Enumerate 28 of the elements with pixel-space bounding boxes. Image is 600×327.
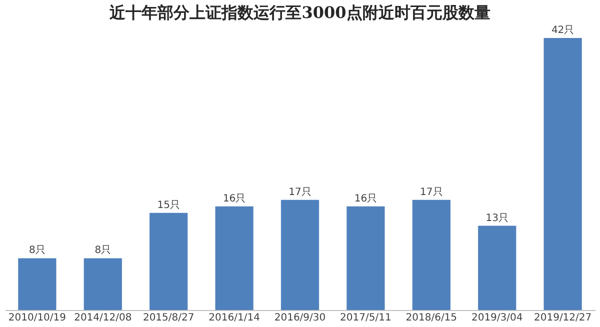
data-label: 17只: [288, 186, 312, 198]
x-tick-label: 2019/3/04: [471, 312, 523, 324]
bar: [412, 200, 450, 310]
data-label: 8只: [94, 245, 112, 256]
bar: [18, 258, 56, 310]
x-tick-label: 2016/1/14: [208, 312, 260, 324]
x-tick-label: 2010/10/19: [8, 312, 66, 324]
data-label: 17只: [420, 186, 443, 198]
x-tick-label: 2019/12/27: [534, 312, 592, 324]
data-label: 8只: [29, 245, 46, 256]
bar: [150, 212, 188, 310]
bar: [215, 206, 254, 310]
x-tick-label: 2016/9/30: [274, 312, 326, 324]
x-tick-label: 2014/12/08: [74, 312, 132, 324]
bar: [544, 38, 582, 310]
x-tick-label: 2015/8/27: [142, 312, 194, 324]
chart-title: 近十年部分上证指数运行至3000点附近时百元股数量: [108, 3, 490, 22]
bar: [280, 200, 320, 310]
data-label: 42只: [551, 25, 574, 36]
data-label: 13只: [486, 212, 508, 224]
bar: [346, 206, 385, 310]
data-label: 15只: [157, 200, 180, 211]
x-tick-label: 2017/5/11: [340, 312, 392, 324]
x-tick-label: 2018/6/15: [406, 312, 458, 324]
bar: [84, 258, 122, 310]
data-label: 16只: [354, 193, 378, 204]
bar: [478, 226, 516, 310]
data-label: 16只: [222, 193, 246, 204]
